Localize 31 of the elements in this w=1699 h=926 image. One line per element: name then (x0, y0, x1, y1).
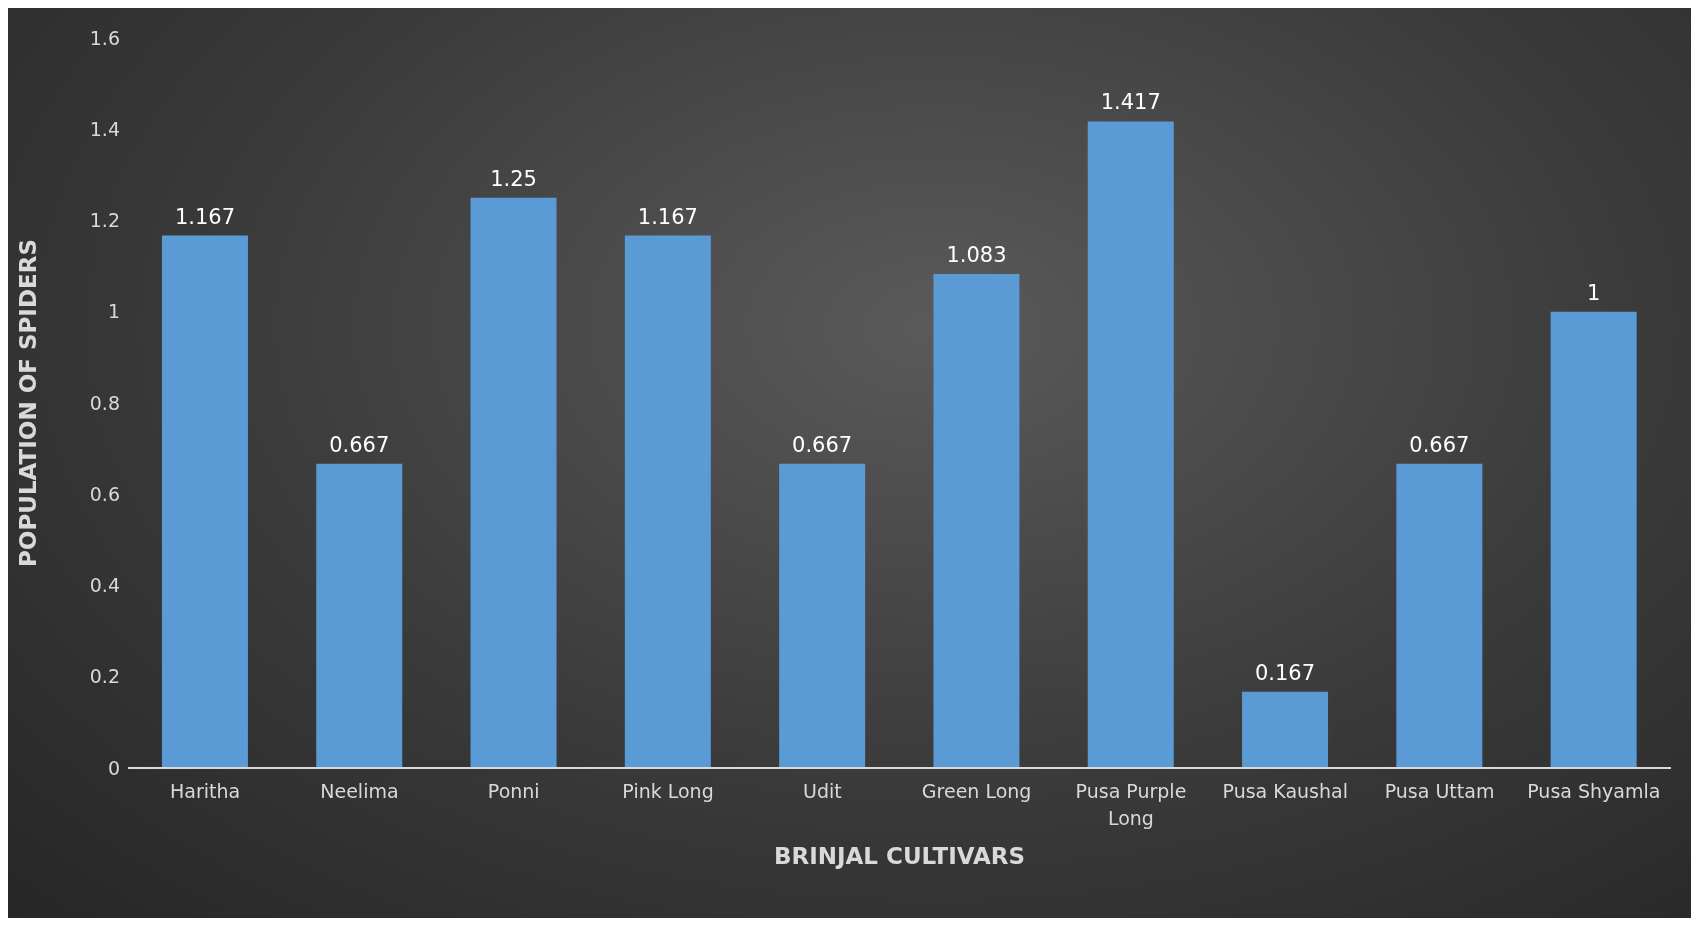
y-tick-label: 0.2 (89, 665, 120, 688)
y-tick-label: 0.6 (89, 482, 120, 505)
data-label: 1.083 (946, 242, 1007, 267)
x-axis-title: BRINJAL CULTIVARS (773, 843, 1026, 869)
y-tick-label: 1.2 (89, 209, 120, 232)
y-tick-label: 0.8 (89, 391, 120, 414)
x-tick-label: Neelima (320, 780, 399, 802)
data-label: 0.667 (792, 432, 853, 457)
y-tick-label: 0.4 (89, 574, 120, 597)
x-tick-label: Haritha (170, 780, 241, 802)
data-label: 1.167 (637, 204, 698, 229)
data-label: 0.167 (1254, 660, 1316, 685)
data-label: 1 (1586, 280, 1601, 305)
data-label: 1.25 (490, 166, 537, 191)
x-tick-label: Pusa Uttam (1384, 780, 1495, 802)
y-tick-label: 0 (107, 756, 120, 779)
y-axis-title: POPULATION OF SPIDERS (15, 239, 42, 567)
data-label: 1.417 (1100, 90, 1161, 115)
data-label: 0.667 (1409, 432, 1470, 457)
x-tick-label: Pusa Purple Long (1075, 780, 1187, 829)
x-tick-label: Pusa Kaushal (1222, 780, 1348, 802)
y-tick-label: 1 (107, 300, 120, 323)
x-tick-label: Pink Long (622, 780, 714, 802)
data-label: 0.667 (329, 432, 390, 457)
data-label: 1.167 (174, 204, 236, 229)
x-tick-label: Ponni (487, 780, 540, 802)
x-tick-label: Udit (803, 780, 842, 802)
y-tick-label: 1.4 (89, 118, 120, 140)
y-tick-label: 1.6 (89, 26, 120, 49)
x-tick-label: Pusa Shyamla (1527, 780, 1661, 802)
x-tick-label: Green Long (921, 780, 1032, 802)
